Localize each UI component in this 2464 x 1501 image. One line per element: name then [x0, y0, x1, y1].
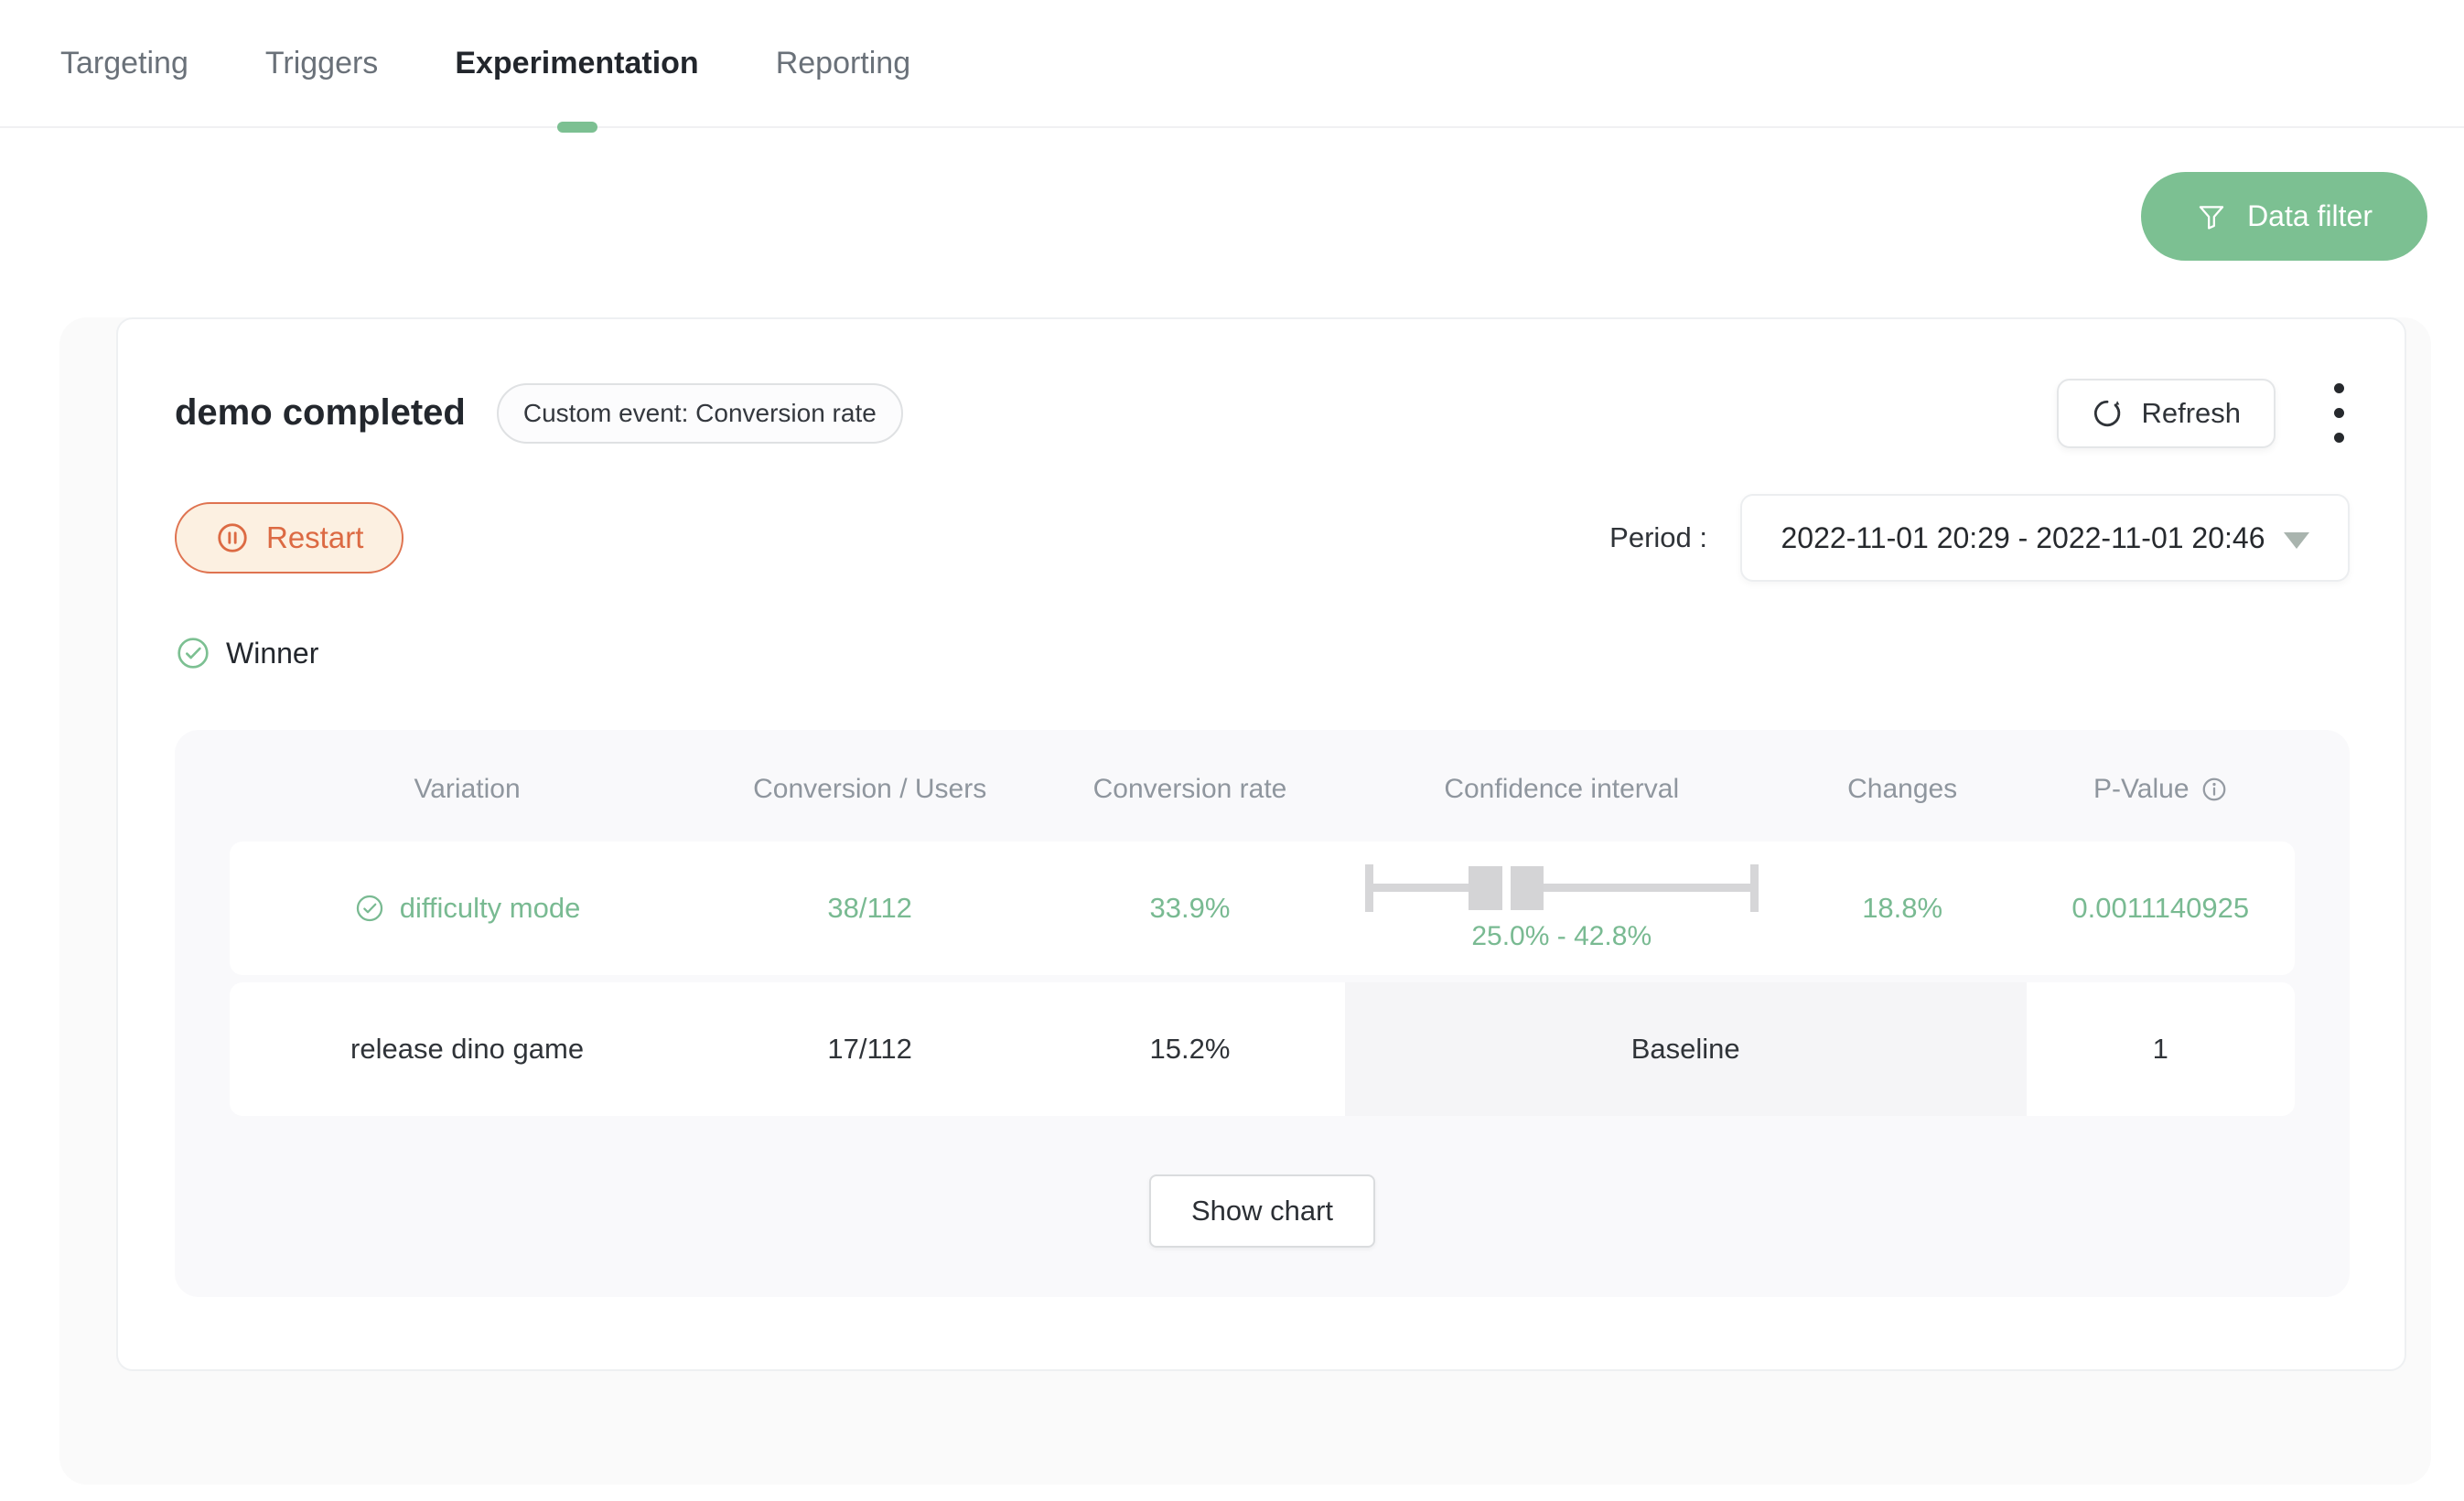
variation-name: difficulty mode: [399, 892, 581, 924]
toolbar: Data filter: [0, 128, 2464, 261]
baseline-label-cell: Baseline: [1344, 982, 2027, 1116]
show-chart-row: Show chart: [230, 1174, 2295, 1248]
restart-button[interactable]: Restart: [175, 502, 404, 574]
tab-label: Targeting: [60, 45, 188, 80]
caret-down-icon: [2283, 532, 2309, 549]
experiment-card: demo completed Custom event: Conversion …: [116, 317, 2406, 1371]
tab-label: Experimentation: [455, 45, 699, 80]
refresh-icon: [2092, 398, 2123, 429]
kebab-dot: [2334, 408, 2344, 418]
ci-range-label: 25.0% - 42.8%: [1471, 921, 1652, 951]
ci-box-left: [1468, 866, 1502, 910]
p-value-cell: 0.0011140925: [2071, 892, 2250, 924]
ci-whisker-line: [1364, 884, 1759, 892]
results-table: Variation Conversion / Users Conversion …: [175, 730, 2350, 1297]
baseline-left-cells: release dino game 17/112 15.2%: [230, 982, 1345, 1116]
refresh-button[interactable]: Refresh: [2057, 378, 2276, 448]
controls-row: Restart Period : 2022-11-01 20:29 - 2022…: [175, 494, 2350, 582]
table-header: Variation Conversion / Users Conversion …: [230, 730, 2295, 842]
card-header: demo completed Custom event: Conversion …: [175, 378, 2350, 448]
active-tab-indicator: [556, 122, 597, 133]
tab-reporting[interactable]: Reporting: [776, 0, 910, 126]
table-row-baseline: release dino game 17/112 15.2% Baseline …: [230, 982, 2295, 1116]
period-label: Period :: [1609, 521, 1707, 553]
column-header-changes: Changes: [1847, 774, 1958, 804]
ci-whisker-cap-right: [1749, 864, 1759, 912]
tab-label: Reporting: [775, 45, 911, 80]
column-header-variation: Variation: [414, 774, 521, 804]
p-value-header-label: P-Value: [2093, 774, 2190, 804]
check-circle-icon: [175, 635, 211, 671]
p-value-cell: 1: [2026, 982, 2295, 1116]
conversion-rate-cell: 15.2%: [1149, 1033, 1231, 1065]
period-dropdown[interactable]: 2022-11-01 20:29 - 2022-11-01 20:46: [1740, 494, 2350, 582]
variation-cell: release dino game: [350, 1033, 585, 1065]
table-row-winner: difficulty mode 38/112 33.9% 25.0% - 42.…: [230, 842, 2295, 975]
winner-row: Winner: [175, 635, 2350, 671]
ci-box-gap: [1501, 864, 1511, 912]
tab-label: Triggers: [264, 45, 379, 80]
page-title: demo completed: [175, 392, 466, 433]
event-type-badge: Custom event: Conversion rate: [496, 382, 903, 444]
pause-circle-icon: [215, 520, 250, 555]
funnel-icon: [2196, 201, 2227, 232]
confidence-interval-cell: 25.0% - 42.8%: [1345, 842, 1779, 975]
ci-box-right: [1510, 866, 1544, 910]
kebab-dot: [2334, 433, 2344, 443]
data-filter-label: Data filter: [2247, 199, 2373, 232]
experiment-section: demo completed Custom event: Conversion …: [59, 317, 2431, 1485]
kebab-dot: [2334, 383, 2344, 393]
show-chart-button[interactable]: Show chart: [1148, 1174, 1376, 1248]
kebab-menu-icon[interactable]: [2329, 378, 2350, 448]
period-value: 2022-11-01 20:29 - 2022-11-01 20:46: [1781, 520, 2265, 554]
tab-bar: Targeting Triggers Experimentation Repor…: [0, 0, 2464, 133]
ci-whisker-cap-left: [1364, 864, 1373, 912]
tab-triggers[interactable]: Triggers: [265, 0, 378, 126]
tab-targeting[interactable]: Targeting: [60, 0, 188, 126]
column-header-conversion-rate: Conversion rate: [1092, 774, 1287, 804]
winner-check-icon: [354, 893, 385, 924]
variation-cell: difficulty mode: [230, 842, 705, 975]
info-icon[interactable]: [2200, 776, 2228, 803]
conversion-users-cell: 17/112: [827, 1033, 912, 1065]
refresh-label: Refresh: [2141, 396, 2241, 429]
conversion-users-cell: 38/112: [827, 892, 912, 924]
ci-whisker-chart: [1364, 864, 1759, 912]
changes-cell: 18.8%: [1862, 892, 1943, 924]
conversion-rate-cell: 33.9%: [1149, 892, 1231, 924]
data-filter-button[interactable]: Data filter: [2141, 172, 2427, 261]
winner-label: Winner: [226, 636, 319, 670]
tab-experimentation[interactable]: Experimentation: [455, 0, 699, 133]
column-header-confidence-interval: Confidence interval: [1444, 774, 1680, 804]
column-header-p-value: P-Value: [2027, 774, 2295, 805]
restart-label: Restart: [266, 520, 364, 554]
column-header-conversion-users: Conversion / Users: [753, 774, 987, 804]
